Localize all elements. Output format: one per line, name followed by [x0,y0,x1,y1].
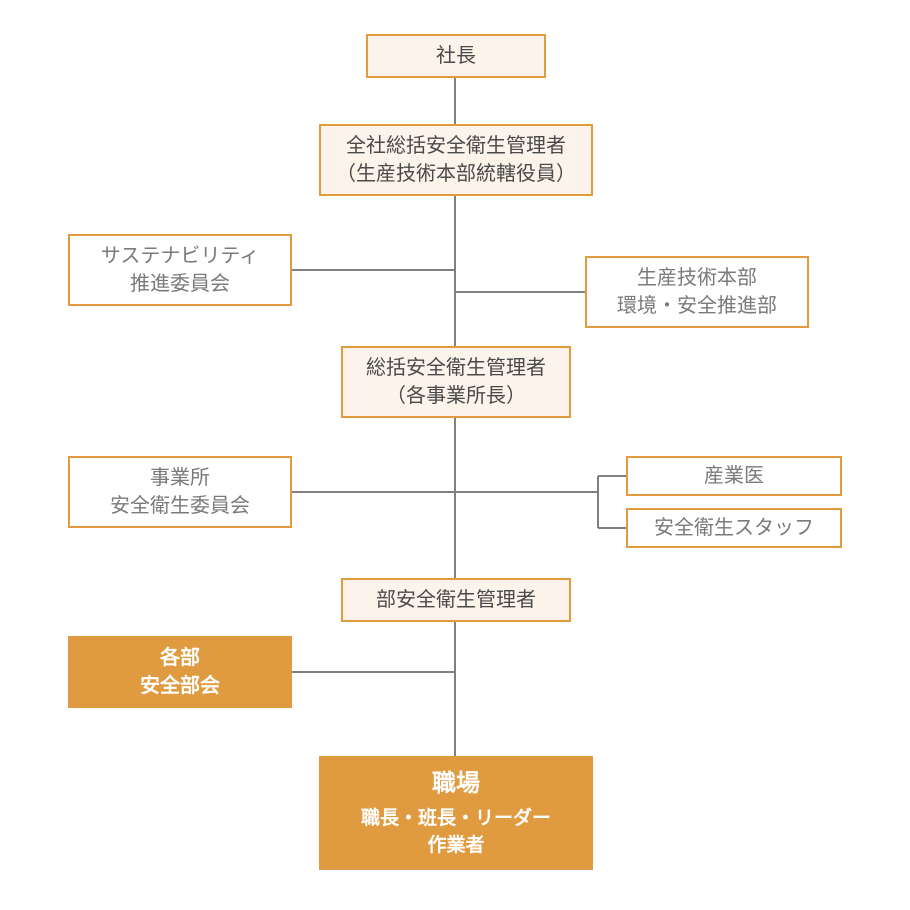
node-president: 社長 [366,34,546,78]
edge [292,491,455,493]
edge [598,527,626,529]
node-label-line2: 安全部会 [140,672,220,700]
node-office-safety-committee: 事業所安全衛生委員会 [68,456,292,528]
node-safety-staff: 安全衛生スタッフ [626,508,842,548]
node-sustainability-committee: サステナビリティ推進委員会 [68,234,292,306]
node-general-safety-mgr: 総括安全衛生管理者（各事業所長） [341,346,571,418]
org-chart-canvas: 社長全社総括安全衛生管理者（生産技術本部統轄役員） サステナビリティ推進委員会 生産… [0,0,910,910]
node-label-line1: 安全衛生スタッフ [654,514,814,542]
node-label-line1: 事業所 [150,464,210,492]
edge [454,418,456,578]
node-label-line1: 全社総括安全衛生管理者 [346,132,566,160]
edge [597,476,599,528]
node-label-line2: 推進委員会 [130,270,230,298]
node-label-line1: サステナビリティ [101,242,259,270]
edge [455,491,598,493]
node-company-safety-mgr: 全社総括安全衛生管理者（生産技術本部統轄役員） [319,124,593,196]
node-label-line2: （生産技術本部統轄役員） [336,160,576,188]
node-workplace: 職場職長・班長・リーダー作業者 [319,756,593,870]
node-label-line1: 産業医 [704,462,764,490]
node-label-line2: 環境・安全推進部 [617,292,777,320]
node-industrial-physician: 産業医 [626,456,842,496]
node-dept-safety-section: 各部安全部会 [68,636,292,708]
node-label-line3: 作業者 [427,833,484,860]
node-label-line1: 総括安全衛生管理者 [366,354,546,382]
node-label-line2: 職長・班長・リーダー [361,806,551,833]
node-label-line2: 安全衛生委員会 [110,492,250,520]
edge [455,291,585,293]
node-label-line1: 各部 [160,644,200,672]
node-label-line1: 部安全衛生管理者 [376,586,536,614]
node-label-line2: （各事業所長） [386,382,526,410]
edge [454,78,456,124]
node-label-line1: 職場 [432,767,480,801]
node-dept-safety-mgr: 部安全衛生管理者 [341,578,571,622]
node-production-env-safety: 生産技術本部環境・安全推進部 [585,256,809,328]
edge [292,269,455,271]
edge [598,475,626,477]
edge [454,196,456,346]
edge [292,671,455,673]
node-label-line1: 生産技術本部 [637,264,757,292]
edge [454,622,456,756]
node-label-line1: 社長 [436,42,476,70]
